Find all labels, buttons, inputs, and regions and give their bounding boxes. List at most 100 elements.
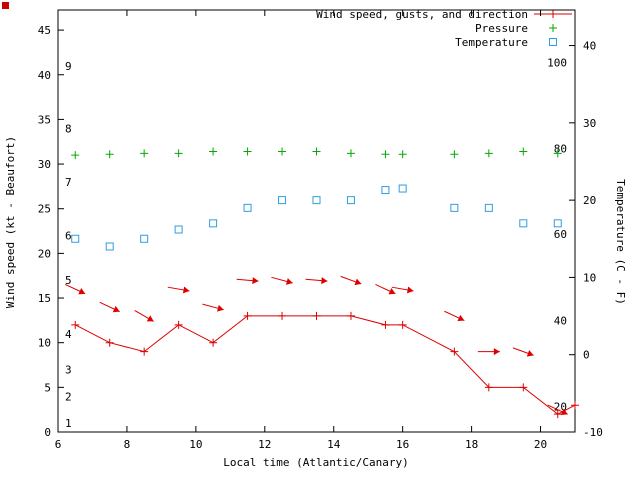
plot-frame — [57, 9, 576, 433]
marker-plus-pressure — [381, 150, 390, 159]
x-tick-label: 16 — [396, 438, 409, 451]
x-tick-label: 14 — [327, 438, 341, 451]
beaufort-scale-label: 4 — [65, 328, 72, 341]
marker-plus-pressure — [278, 147, 287, 156]
marker-plus-wind-speed — [105, 338, 114, 347]
y-right-tick-label: 20 — [583, 194, 596, 207]
marker-square-temperature — [105, 242, 114, 251]
fahrenheit-scale-label: 100 — [547, 57, 567, 70]
x-tick-label: 12 — [258, 438, 271, 451]
marker-square-temperature — [381, 186, 390, 195]
y-right-tick-label: 10 — [583, 271, 596, 284]
marker-plus-pressure — [346, 149, 355, 158]
marker-plus-wind-speed — [571, 401, 579, 410]
beaufort-scale-label: 1 — [65, 417, 72, 430]
gust-arrow-head — [406, 286, 414, 294]
legend-pressure-plus-marker — [549, 24, 557, 32]
y-left-tick-label: 15 — [38, 292, 51, 305]
x-tick-label: 20 — [534, 438, 547, 451]
beaufort-scale-label: 3 — [65, 363, 72, 376]
marker-plus-pressure — [312, 147, 321, 156]
y-left-tick-label: 0 — [44, 426, 51, 439]
beaufort-scale-label: 5 — [65, 274, 72, 287]
legend-temperature-label: Temperature — [455, 36, 528, 49]
fahrenheit-scale-label: 80 — [554, 142, 567, 155]
y-left-tick-label: 35 — [38, 113, 51, 126]
series-line-wind-speed — [75, 315, 576, 415]
marker-plus-wind-speed — [381, 320, 390, 329]
marker-plus-wind-speed — [278, 311, 287, 320]
marker-plus-pressure — [174, 149, 183, 158]
legend-temperature-square-marker — [549, 38, 557, 46]
beaufort-scale-label: 8 — [65, 122, 72, 135]
red-corner-mark — [2, 2, 9, 9]
y-right-tick-label: 40 — [583, 40, 596, 53]
x-axis-title: Local time (Atlantic/Canary) — [223, 456, 408, 469]
marker-square-temperature — [140, 234, 149, 243]
marker-plus-pressure — [398, 150, 407, 159]
gust-arrow-head — [285, 278, 293, 285]
gust-arrow-head — [560, 408, 568, 415]
marker-plus-wind-speed — [484, 383, 493, 392]
marker-plus-wind-speed — [519, 383, 528, 392]
marker-plus-wind-speed — [346, 311, 355, 320]
x-tick-label: 10 — [189, 438, 202, 451]
y-left-tick-label: 25 — [38, 203, 51, 216]
x-tick-label: 6 — [55, 438, 62, 451]
marker-plus-pressure — [105, 150, 114, 159]
marker-square-temperature — [174, 225, 183, 234]
gust-arrow-head — [321, 277, 328, 285]
marker-square-temperature — [278, 196, 287, 205]
gust-arrow-head — [388, 288, 396, 295]
y-left-tick-label: 40 — [38, 69, 51, 82]
marker-square-temperature — [484, 203, 493, 212]
marker-square-temperature — [346, 196, 355, 205]
gust-arrow-head — [182, 286, 190, 294]
marker-plus-pressure — [553, 149, 562, 158]
marker-plus-wind-speed — [174, 320, 183, 329]
fahrenheit-scale-label: 60 — [554, 228, 567, 241]
marker-plus-wind-speed — [243, 311, 252, 320]
gust-arrow-head — [217, 304, 224, 312]
fahrenheit-scale-label: 40 — [554, 315, 567, 328]
gust-arrow-head — [146, 315, 154, 322]
beaufort-scale-label: 2 — [65, 390, 72, 403]
legend-wind-plus-marker — [549, 10, 557, 18]
marker-square-temperature — [553, 219, 562, 228]
marker-square-temperature — [398, 184, 407, 193]
y-left-tick-label: 10 — [38, 337, 51, 350]
marker-plus-pressure — [209, 147, 218, 156]
y-right-tick-label: 0 — [583, 349, 590, 362]
beaufort-scale-label: 7 — [65, 176, 72, 189]
marker-square-temperature — [243, 203, 252, 212]
legend: Wind speed, gusts, and direction Pressur… — [316, 8, 572, 49]
gust-arrow-head — [112, 305, 120, 313]
marker-square-temperature — [312, 196, 321, 205]
gust-arrow-head — [354, 278, 362, 286]
legend-wind-label: Wind speed, gusts, and direction — [316, 8, 528, 21]
x-tick-label: 18 — [465, 438, 478, 451]
marker-plus-wind-speed — [450, 347, 459, 356]
x-tick-label: 8 — [124, 438, 131, 451]
gust-arrow-head — [493, 348, 500, 356]
marker-plus-pressure — [243, 147, 252, 156]
marker-plus-wind-speed — [312, 311, 321, 320]
gust-arrow-head — [252, 277, 259, 285]
y-left-tick-label: 20 — [38, 247, 51, 260]
gust-arrow-head — [78, 288, 86, 295]
gust-arrow-head — [526, 350, 534, 357]
marker-plus-wind-speed — [140, 347, 149, 356]
y-left-tick-label: 45 — [38, 24, 51, 37]
y-left-tick-label: 30 — [38, 158, 51, 171]
y-right-tick-label: 30 — [583, 117, 596, 130]
marker-plus-pressure — [450, 150, 459, 159]
beaufort-scale-label: 9 — [65, 60, 72, 73]
marker-square-temperature — [71, 234, 80, 243]
marker-square-temperature — [450, 203, 459, 212]
marker-plus-pressure — [519, 147, 528, 156]
marker-square-temperature — [209, 219, 218, 228]
marker-plus-wind-speed — [209, 338, 218, 347]
marker-square-temperature — [519, 219, 528, 228]
